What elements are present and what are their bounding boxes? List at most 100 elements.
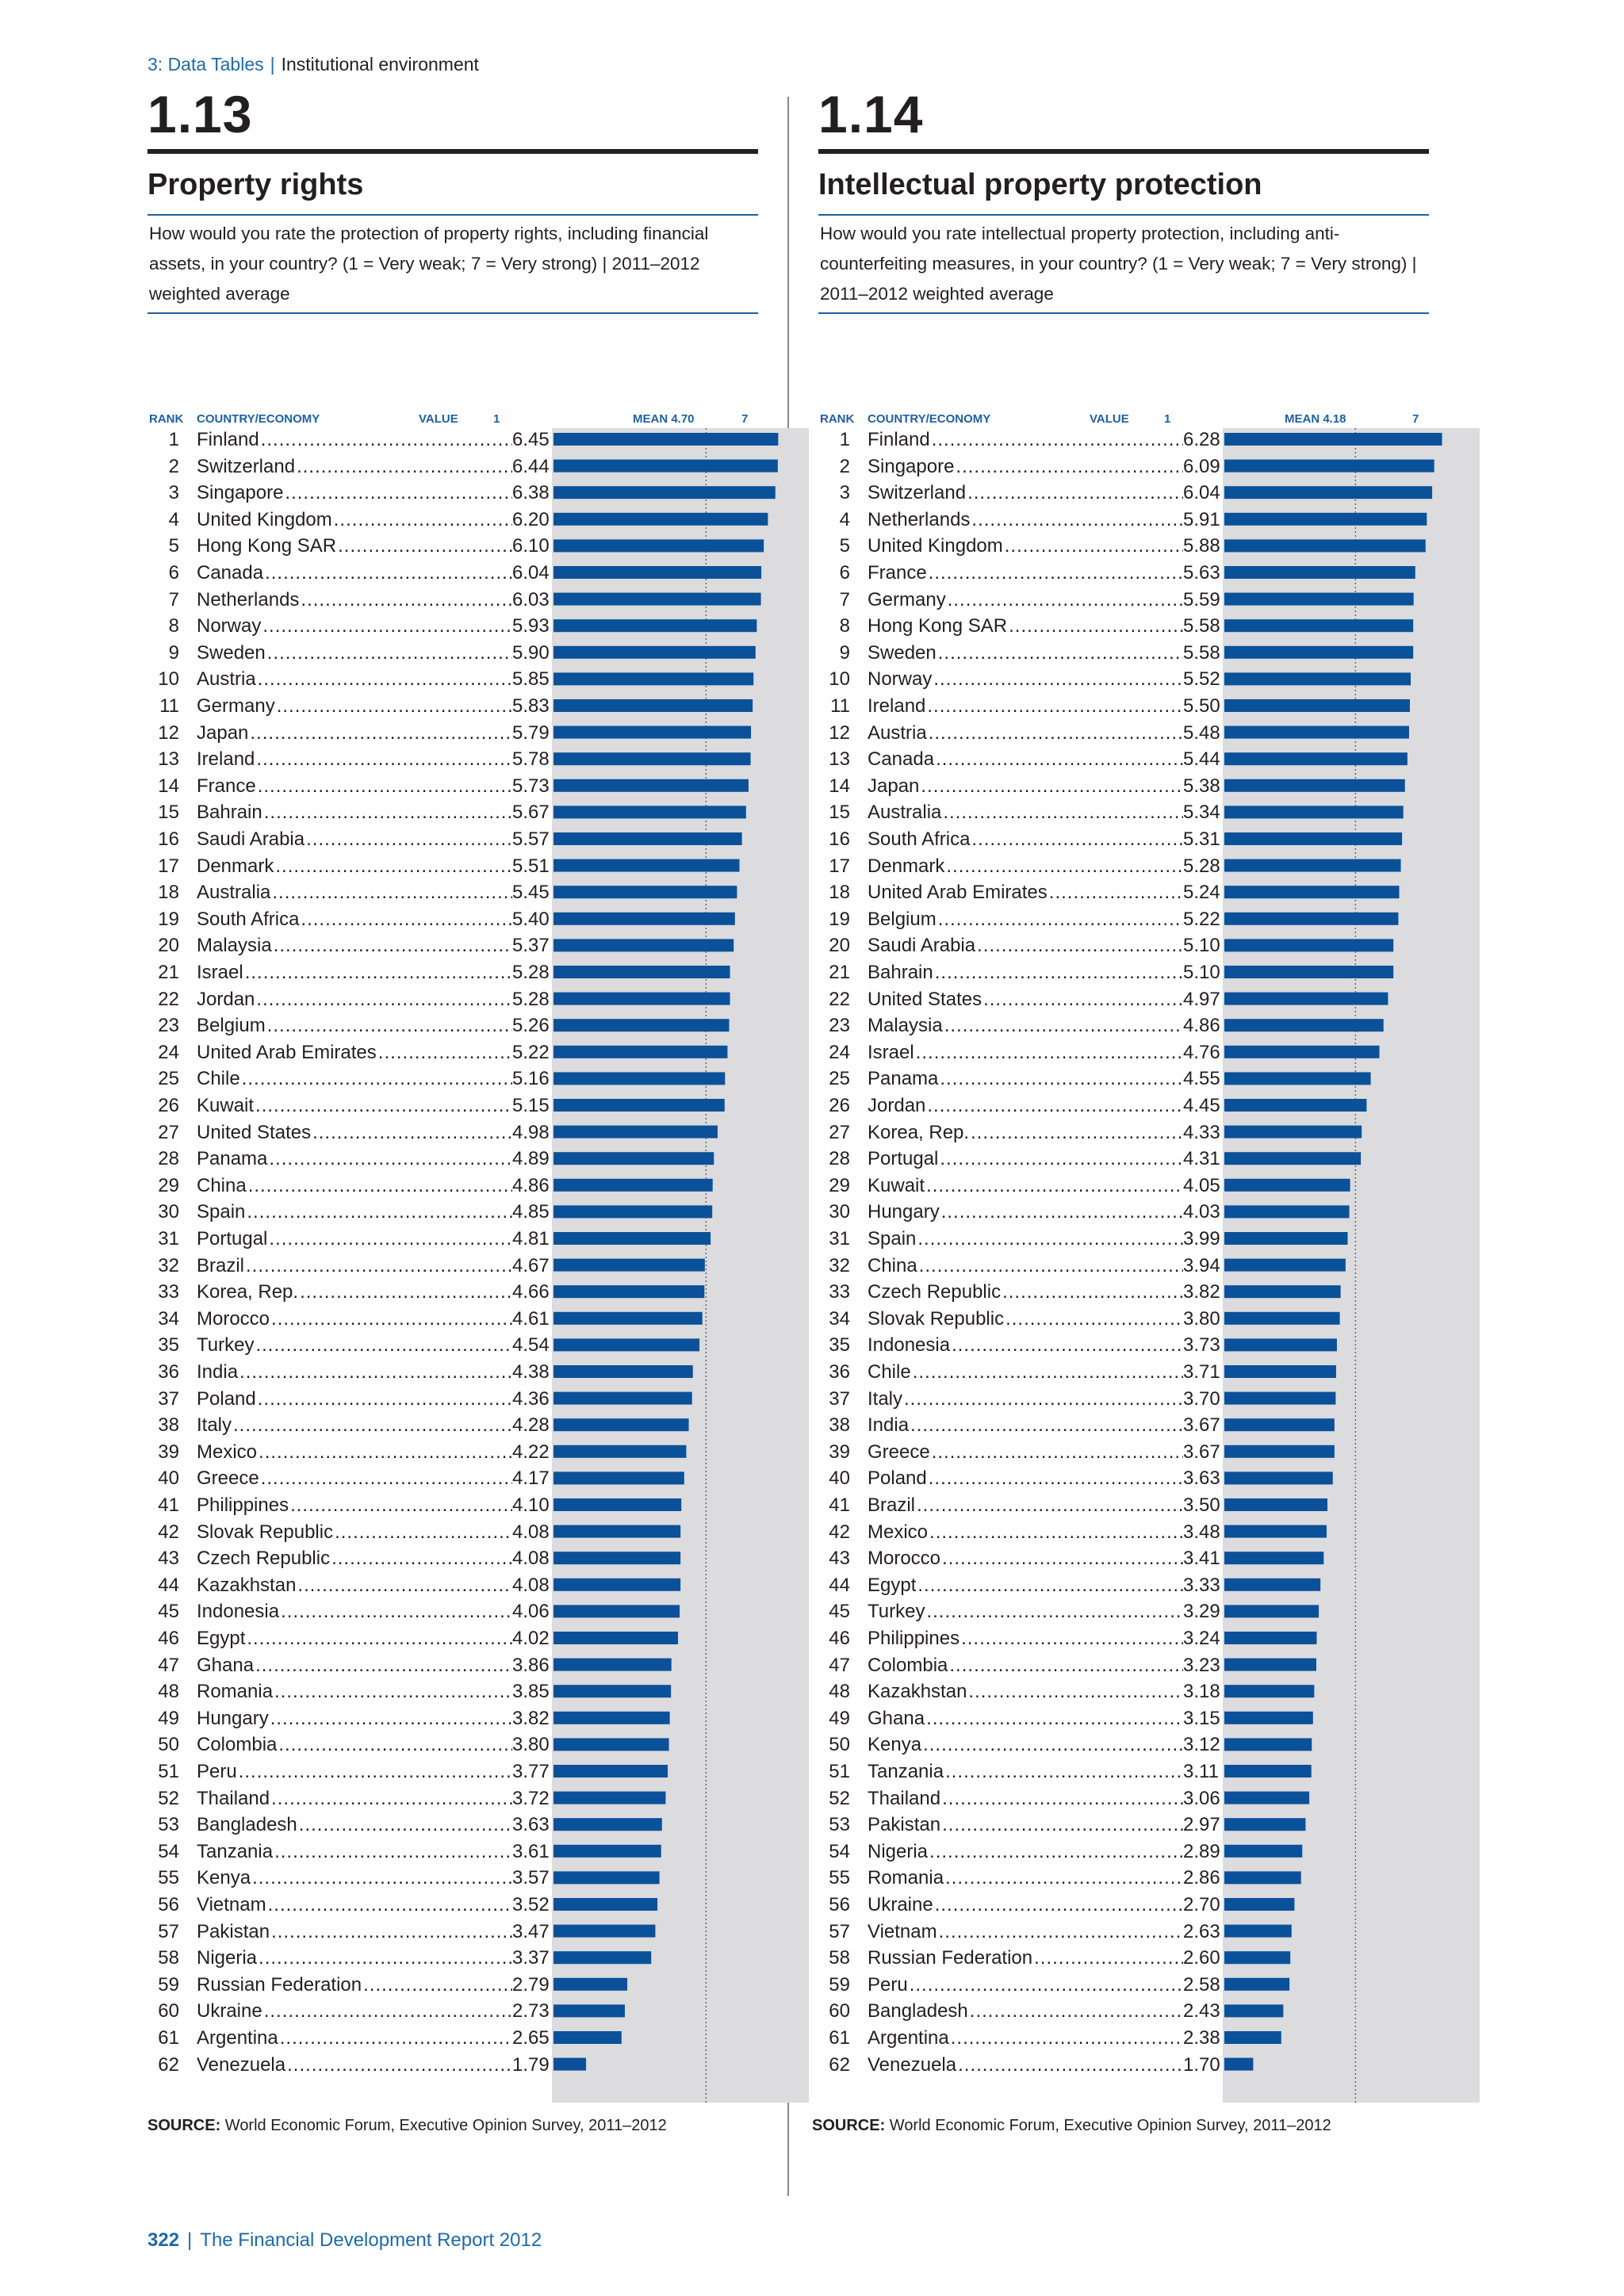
country-name: Russian Federation xyxy=(868,1947,1033,1969)
leader-dots: ........................................… xyxy=(259,1441,512,1463)
rank-cell: 19 xyxy=(829,908,850,930)
country-cell: Australia...............................… xyxy=(197,879,512,905)
country-name: Denmark xyxy=(868,855,945,877)
leader-dots: ........................................… xyxy=(301,908,512,930)
bar xyxy=(553,1977,628,1991)
country-name: China xyxy=(197,1174,247,1196)
value-cell: 5.50 xyxy=(1183,693,1220,719)
value-cell: 4.02 xyxy=(512,1625,550,1651)
leader-dots: ........................................… xyxy=(239,1361,512,1383)
country-cell: Panama..................................… xyxy=(868,1066,1183,1092)
country-name: Kuwait xyxy=(868,1174,925,1196)
country-name: Finland xyxy=(197,429,259,450)
leader-dots: ........................................… xyxy=(285,482,512,504)
country-cell: Austria.................................… xyxy=(197,666,512,692)
table-row: 35 Turkey................................… xyxy=(147,1332,550,1359)
value-cell: 3.15 xyxy=(1183,1705,1220,1732)
country-cell: Greece..................................… xyxy=(197,1465,512,1491)
country-cell: Portugal................................… xyxy=(197,1226,512,1252)
country-name: Indonesia xyxy=(197,1601,280,1623)
rank-cell: 40 xyxy=(829,1468,850,1490)
value-cell: 4.10 xyxy=(512,1492,550,1518)
country-cell: Saudi Arabia............................… xyxy=(197,826,512,852)
table-row: 44 Kazakhstan............................… xyxy=(147,1571,550,1598)
survey-question: How would you rate the protection of pro… xyxy=(149,224,709,304)
title-underline xyxy=(818,214,1429,216)
country-cell: Chile...................................… xyxy=(197,1066,512,1092)
rank-cell: 58 xyxy=(829,1947,850,1969)
leader-dots: ........................................… xyxy=(298,1814,512,1836)
rank-cell: 29 xyxy=(829,1174,850,1196)
breadcrumb-section[interactable]: 3: Data Tables xyxy=(147,54,264,75)
country-cell: Thailand................................… xyxy=(868,1785,1183,1812)
rank-cell: 36 xyxy=(158,1361,179,1383)
country-cell: Venezuela...............................… xyxy=(868,2052,1183,2078)
rank-cell: 22 xyxy=(158,988,179,1010)
country-name: Tanzania xyxy=(197,1840,274,1862)
bar xyxy=(553,592,761,606)
country-cell: Mexico..................................… xyxy=(868,1519,1183,1545)
country-name: Kenya xyxy=(197,1867,251,1889)
bar xyxy=(553,1232,711,1245)
value-cell: 5.28 xyxy=(1183,852,1220,879)
value-cell: 3.71 xyxy=(1183,1359,1220,1385)
table-row: 60 Ukraine...............................… xyxy=(147,1998,550,2025)
country-name: Panama xyxy=(868,1068,939,1090)
country-name: Hungary xyxy=(868,1201,940,1223)
value-cell: 5.78 xyxy=(512,746,550,773)
value-cell: 3.61 xyxy=(512,1838,550,1865)
report-title: The Financial Development Report 2012 xyxy=(200,2229,542,2251)
rank-cell: 61 xyxy=(829,2027,850,2049)
country-cell: Korea, Rep..............................… xyxy=(868,1119,1183,1146)
table-row: 6 France.................................… xyxy=(818,560,1220,586)
leader-dots: ........................................… xyxy=(244,962,512,983)
country-cell: Ukraine.................................… xyxy=(868,1892,1183,1918)
country-name: Jordan xyxy=(197,988,255,1010)
table-row: 3 Switzerland............................… xyxy=(818,480,1220,507)
country-name: Hong Kong SAR xyxy=(197,535,337,557)
bar xyxy=(1224,752,1408,766)
country-cell: Poland..................................… xyxy=(868,1465,1183,1491)
country-cell: Romania.................................… xyxy=(197,1678,512,1705)
bar xyxy=(553,966,730,978)
country-name: Singapore xyxy=(197,482,284,504)
country-name: Germany xyxy=(868,588,946,610)
country-name: Mexico xyxy=(868,1521,929,1543)
table-row: 61 Argentina.............................… xyxy=(147,2025,550,2051)
country-cell: Hong Kong SAR...........................… xyxy=(868,613,1183,639)
country-cell: Egypt...................................… xyxy=(868,1572,1183,1598)
rank-cell: 44 xyxy=(158,1574,179,1596)
table-row: 18 United Arab Emirates..................… xyxy=(818,879,1220,906)
value-cell: 5.91 xyxy=(1183,506,1220,533)
leader-dots: ........................................… xyxy=(274,1840,512,1862)
value-cell: 4.76 xyxy=(1183,1039,1220,1066)
country-cell: Spain...................................… xyxy=(197,1199,512,1225)
value-cell: 5.44 xyxy=(1183,746,1220,773)
value-cell: 3.80 xyxy=(1183,1305,1220,1332)
country-name: Vietnam xyxy=(197,1894,266,1915)
table-row: 4 Netherlands............................… xyxy=(818,506,1220,533)
bar xyxy=(553,939,734,952)
rank-cell: 18 xyxy=(158,882,179,904)
bar xyxy=(1224,1818,1306,1831)
country-cell: Denmark.................................… xyxy=(868,853,1183,879)
rank-cell: 43 xyxy=(829,1548,850,1570)
country-cell: Nigeria.................................… xyxy=(197,1945,512,1971)
leader-dots: ........................................… xyxy=(937,641,1183,664)
table-row: 62 Venezuela.............................… xyxy=(147,2051,550,2078)
table-row: 54 Tanzania..............................… xyxy=(147,1838,550,1865)
country-cell: Sweden..................................… xyxy=(197,640,512,666)
country-cell: Italy...................................… xyxy=(197,1412,512,1438)
leader-dots: ........................................… xyxy=(940,1068,1183,1090)
scale-max-label: 7 xyxy=(741,412,749,426)
table-row: 54 Nigeria...............................… xyxy=(818,1838,1220,1865)
table-row: 15 Bahrain...............................… xyxy=(147,799,550,826)
leader-dots: ........................................… xyxy=(262,615,512,637)
table-row: 52 Thailand..............................… xyxy=(818,1785,1220,1812)
value-cell: 3.72 xyxy=(512,1785,550,1812)
country-name: Pakistan xyxy=(197,1920,270,1942)
country-cell: Jordan..................................… xyxy=(868,1093,1183,1119)
rank-cell: 48 xyxy=(829,1681,850,1703)
bar xyxy=(553,1445,687,1458)
table-row: 50 Colombia..............................… xyxy=(147,1732,550,1758)
